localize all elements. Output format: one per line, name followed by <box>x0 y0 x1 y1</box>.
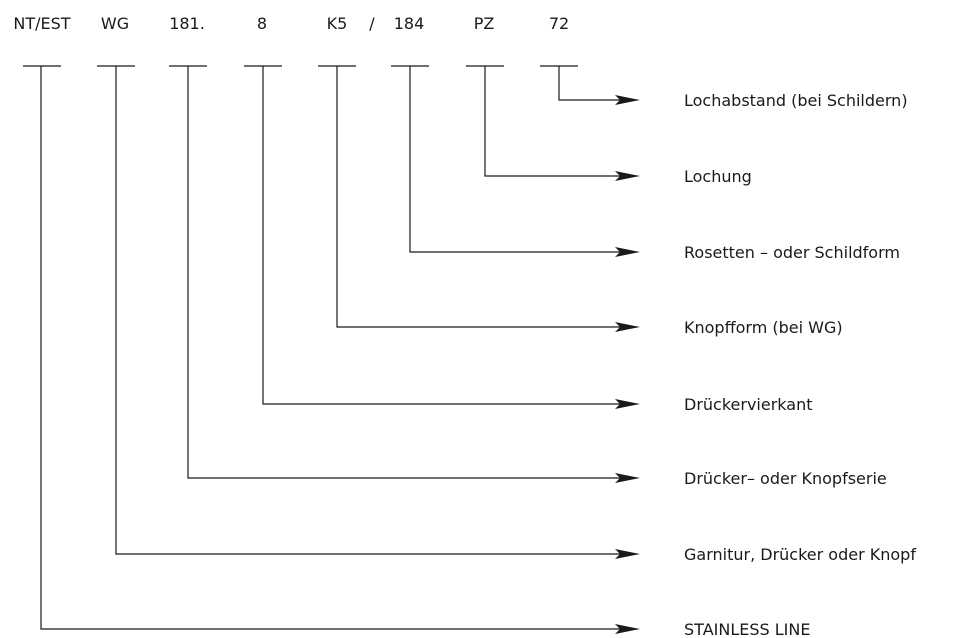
connector-knopfform <box>336 66 630 328</box>
arrow-right-icon <box>615 399 640 409</box>
label-lochabstand: Lochabstand (bei Schildern) <box>684 91 908 110</box>
code-segment-lochabstand: 72 <box>549 14 569 33</box>
code-segment-vierkant: 8 <box>257 14 267 33</box>
connector-vierkant <box>262 66 630 405</box>
label-lochung: Lochung <box>684 167 752 186</box>
arrow-right-icon <box>615 549 640 559</box>
legend-labels: Lochabstand (bei Schildern) Lochung Rose… <box>684 91 916 638</box>
connector-wg <box>115 66 630 555</box>
connector-lochabstand <box>558 66 630 101</box>
product-code: NT/EST WG 181. 8 K5 / 184 PZ 72 <box>13 14 569 33</box>
connector-series <box>187 66 630 479</box>
arrow-right-icon <box>615 247 640 257</box>
label-garnitur: Garnitur, Drücker oder Knopf <box>684 545 916 564</box>
connectors <box>40 66 630 630</box>
code-segment-nt-est: NT/EST <box>13 14 70 33</box>
code-separator-slash: / <box>369 14 375 33</box>
code-segment-rosette: 184 <box>394 14 425 33</box>
arrow-right-icon <box>615 473 640 483</box>
label-rosette: Rosetten – oder Schildform <box>684 243 900 262</box>
arrow-right-icon <box>615 95 640 105</box>
connector-rosette <box>409 66 630 253</box>
arrow-right-icon <box>615 624 640 634</box>
code-segment-knopfform: K5 <box>327 14 348 33</box>
arrow-right-icon <box>615 171 640 181</box>
arrow-right-icon <box>615 322 640 332</box>
code-segment-series: 181. <box>169 14 205 33</box>
connector-nt-est <box>40 66 630 630</box>
code-segment-lochung: PZ <box>474 14 495 33</box>
label-vierkant: Drückervierkant <box>684 395 813 414</box>
code-segment-wg: WG <box>101 14 129 33</box>
label-knopfform: Knopfform (bei WG) <box>684 318 843 337</box>
connector-lochung <box>484 66 630 177</box>
arrowheads <box>615 95 640 634</box>
label-series: Drücker– oder Knopfserie <box>684 469 887 488</box>
label-stainless-line: STAINLESS LINE <box>684 620 810 638</box>
